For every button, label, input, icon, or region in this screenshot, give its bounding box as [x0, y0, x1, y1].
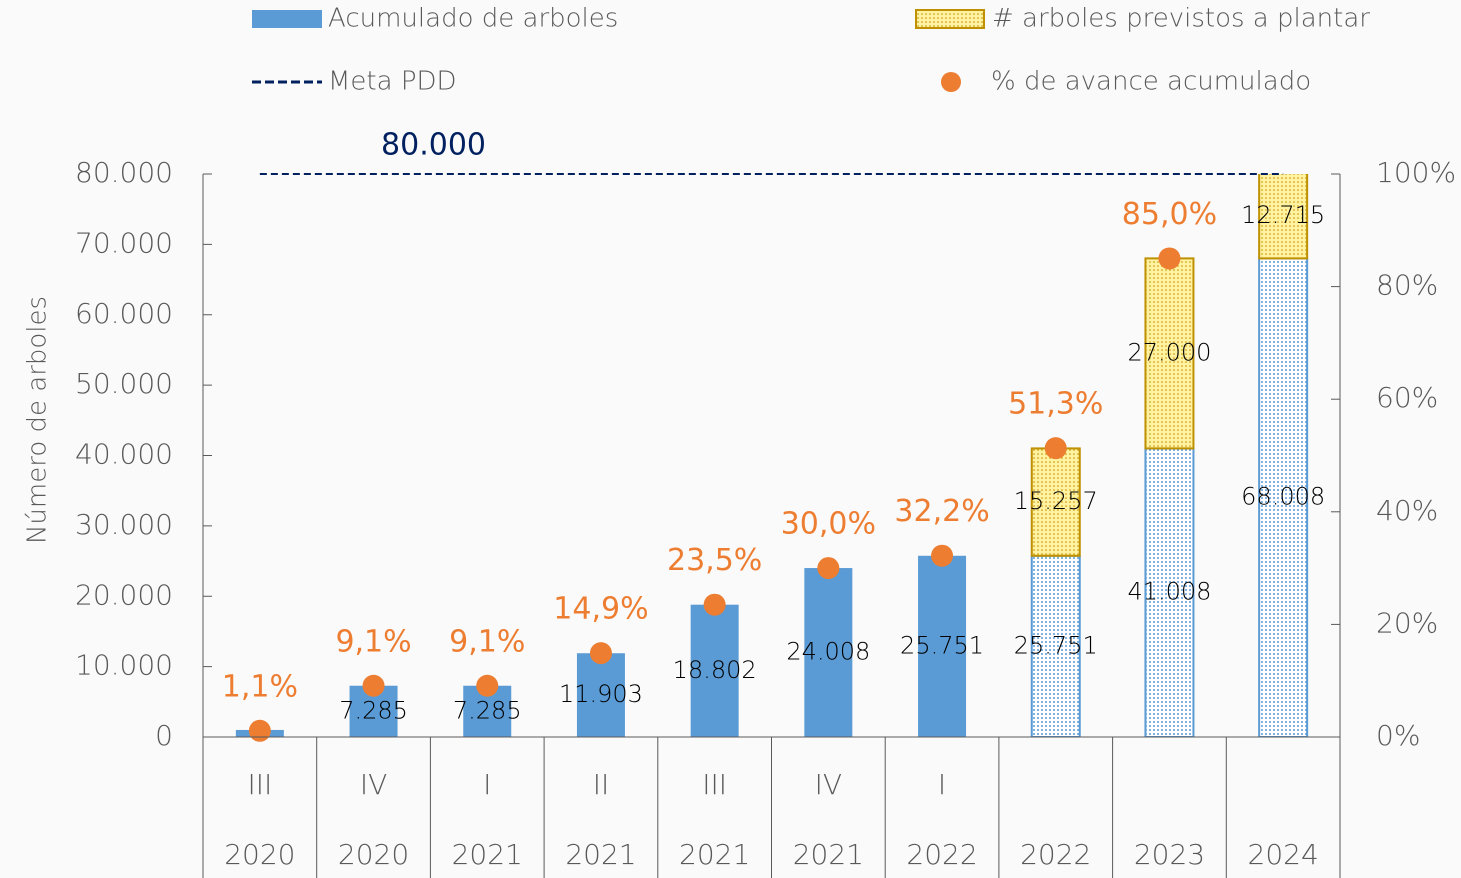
x-year-label: 2024	[1248, 838, 1319, 871]
percent-dot	[589, 642, 612, 665]
y2-tick-label: 40%	[1376, 494, 1438, 527]
bar-value-label: 18.802	[673, 656, 757, 684]
legend-label: Meta PDD	[328, 67, 457, 97]
percent-dot	[1044, 437, 1067, 460]
target-label: 80.000	[381, 128, 486, 163]
legend-swatch	[915, 9, 985, 29]
bar	[1258, 257, 1309, 737]
x-tick-label: I	[483, 768, 491, 801]
stacked-bar	[1030, 447, 1081, 557]
y-tick-label: 70.000	[75, 226, 173, 259]
percent-label: 14,9%	[553, 592, 648, 627]
percent-dot	[817, 557, 840, 580]
bar	[1030, 554, 1081, 737]
bar-value-label: 68.008	[1241, 483, 1325, 511]
x-year-label: 2022	[906, 838, 977, 871]
y-tick-label: 50.000	[75, 367, 173, 400]
y2-tick-label: 80%	[1376, 269, 1438, 302]
x-tick-label: III	[702, 768, 727, 801]
x-tick-label: IV	[360, 768, 387, 801]
y-tick-label: 40.000	[75, 438, 173, 471]
percent-label: 32,2%	[894, 494, 989, 529]
bar-value-label: 25.751	[1014, 631, 1098, 659]
percent-dot	[362, 674, 385, 697]
x-tick-label: II	[593, 768, 610, 801]
bar	[576, 653, 625, 737]
bar-value-label: 11.903	[559, 680, 643, 708]
x-year-label: 2021	[452, 838, 523, 871]
percent-label: 1,1%	[222, 669, 298, 704]
x-year-label: 2020	[224, 838, 295, 871]
percent-label: 9,1%	[449, 624, 525, 659]
y-tick-label: 30.000	[75, 508, 173, 541]
bar-value-label: 27.000	[1127, 338, 1211, 366]
bar-value-label: 7.285	[339, 696, 408, 724]
y-tick-label: 80.000	[75, 156, 173, 189]
bar-value-label: 41.008	[1127, 578, 1211, 606]
bar-value-label: 24.008	[786, 638, 870, 666]
y-tick-label: 10.000	[75, 649, 173, 682]
y-axis-label: Número de arboles	[23, 296, 53, 544]
legend-label: Acumulado de arboles	[328, 4, 618, 34]
x-year-label: 2021	[793, 838, 864, 871]
x-tick-label: IV	[815, 768, 842, 801]
x-year-label: 2021	[565, 838, 636, 871]
bar-value-label: 7.285	[453, 696, 522, 724]
y2-tick-label: 100%	[1376, 156, 1456, 189]
percent-label: 51,3%	[1008, 387, 1103, 422]
bar-value-label: 15.257	[1014, 487, 1098, 515]
legend-label: # arboles previstos a plantar	[992, 4, 1370, 34]
y2-tick-label: 0%	[1376, 719, 1420, 752]
bar	[918, 555, 967, 737]
percent-dot	[703, 593, 726, 616]
x-year-label: 2020	[338, 838, 409, 871]
bar-value-label: 12.715	[1241, 201, 1325, 229]
bar-value-label: 25.751	[900, 631, 984, 659]
legend-swatch	[941, 72, 961, 92]
y2-tick-label: 60%	[1376, 381, 1438, 414]
percent-label: 85,0%	[1122, 197, 1217, 232]
percent-dot	[1158, 247, 1181, 270]
percent-label: 9,1%	[335, 624, 411, 659]
y-tick-label: 0	[155, 719, 173, 752]
percent-label: 30,0%	[781, 507, 876, 542]
percent-dot	[476, 674, 499, 697]
stacked-bar	[1144, 257, 1195, 450]
x-year-label: 2021	[679, 838, 750, 871]
y2-tick-label: 20%	[1376, 606, 1438, 639]
stacked-bar	[1258, 174, 1309, 260]
percent-dot	[248, 719, 271, 742]
y-tick-label: 20.000	[75, 578, 173, 611]
y-tick-label: 60.000	[75, 297, 173, 330]
x-year-label: 2022	[1020, 838, 1091, 871]
legend-swatch	[252, 10, 322, 28]
bar	[1144, 447, 1195, 737]
legend-label: % de avance acumulado	[991, 67, 1311, 97]
bar	[690, 604, 739, 737]
x-tick-label: I	[938, 768, 946, 801]
x-tick-label: III	[247, 768, 272, 801]
plot-area	[235, 174, 1309, 737]
percent-dot	[931, 544, 954, 567]
bar	[804, 568, 853, 737]
x-year-label: 2023	[1134, 838, 1205, 871]
percent-label: 23,5%	[667, 543, 762, 578]
